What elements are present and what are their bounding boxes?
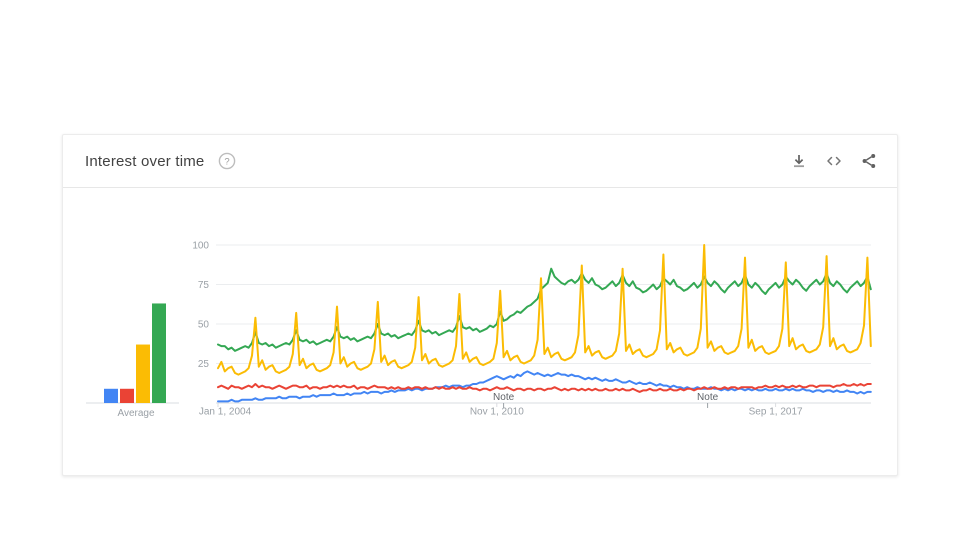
series-line-green [217, 267, 872, 352]
embed-icon [827, 156, 841, 166]
x-axis-label: Jan 1, 2004 [199, 407, 252, 418]
interest-over-time-card: Interest over time ? [62, 134, 898, 476]
y-axis-label: 75 [198, 280, 210, 291]
average-bar-blue [104, 388, 118, 403]
question-mark-circle-icon: ? [219, 152, 236, 170]
share-icon [862, 154, 876, 168]
download-icon [794, 155, 804, 168]
card-header: Interest over time ? [63, 135, 897, 188]
average-label: Average [117, 408, 155, 419]
interest-line-chart[interactable]: 25 50 75 100 Jan 1, 2004 Nov 1, 2010 Sep 1, 20… [181, 237, 881, 429]
average-bar-green [152, 303, 166, 403]
x-axis-label: Nov 1, 2010 [470, 407, 524, 418]
share-button[interactable] [859, 151, 879, 171]
y-axis-label: 25 [198, 359, 210, 370]
note-label[interactable]: Note [493, 392, 515, 403]
help-icon[interactable]: ? [218, 152, 236, 170]
average-bar-red [120, 388, 134, 403]
y-axis-label: 100 [192, 241, 209, 252]
card-title: Interest over time [85, 152, 205, 170]
series-line-yellow [217, 244, 872, 376]
series-line-red [217, 383, 872, 393]
y-axis-label: 50 [198, 320, 210, 331]
series-line-blue [217, 370, 872, 403]
download-button[interactable] [789, 151, 809, 171]
average-bar-yellow [136, 344, 150, 403]
card-actions [789, 151, 879, 171]
svg-text:?: ? [225, 157, 230, 168]
average-bar-chart[interactable]: Average [79, 295, 187, 421]
x-axis-label: Sep 1, 2017 [749, 407, 803, 418]
embed-button[interactable] [824, 151, 844, 171]
note-label[interactable]: Note [697, 392, 719, 403]
